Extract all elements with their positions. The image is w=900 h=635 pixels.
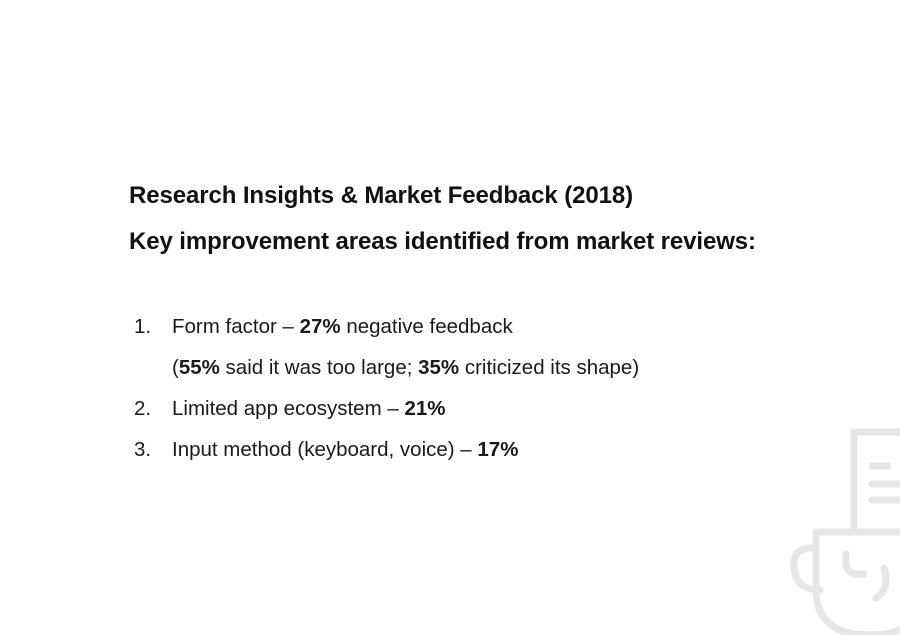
list-number: 3.: [134, 438, 152, 461]
list-text: Form factor –: [172, 315, 300, 338]
list-item-3: 3. Input method (keyboard, voice) – 17%: [134, 438, 518, 462]
cup-with-document-icon: [790, 428, 900, 635]
detail-text: (: [172, 356, 179, 379]
list-item-1-detail: (55% said it was too large; 35% criticiz…: [134, 356, 639, 380]
list-number: 1.: [134, 315, 152, 338]
detail-value: 35%: [418, 356, 460, 379]
list-text: Input method (keyboard, voice) –: [172, 438, 478, 461]
list-value: 17%: [477, 438, 519, 461]
list-text: negative feedback: [340, 315, 513, 338]
list-item-2: 2. Limited app ecosystem – 21%: [134, 397, 445, 421]
detail-text: said it was too large;: [219, 356, 419, 379]
list-value: 27%: [299, 315, 341, 338]
list-number: 2.: [134, 397, 152, 420]
detail-value: 55%: [178, 356, 220, 379]
list-text: Limited app ecosystem –: [172, 397, 405, 420]
list-item-1: 1. Form factor – 27% negative feedback: [134, 315, 513, 339]
detail-text: criticized its shape): [459, 356, 640, 379]
list-value: 21%: [404, 397, 446, 420]
slide-subtitle: Key improvement areas identified from ma…: [129, 228, 756, 255]
slide-title: Research Insights & Market Feedback (201…: [129, 182, 634, 209]
